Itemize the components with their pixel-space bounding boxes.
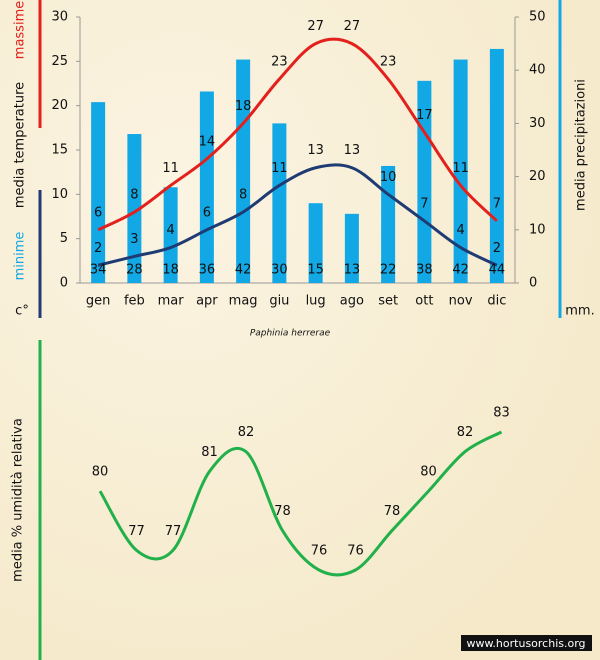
y2-tick-label: 40 [529,63,546,78]
y-tick-label: 0 [60,276,68,291]
x-tick-label: mag [229,294,258,309]
y-axis-label: media temperature [13,82,28,208]
data-label: 44 [489,263,506,278]
data-label: 77 [165,524,182,539]
x-tick-label: ago [340,294,364,309]
y-tick-label: 20 [51,98,68,113]
data-label: 23 [271,55,288,70]
y2-axis-unit: mm. [565,304,594,319]
data-label: 81 [201,445,218,460]
data-label: 38 [416,263,433,278]
x-tick-label: ott [415,294,433,309]
data-label: 6 [203,205,211,220]
data-label: 42 [235,263,252,278]
data-label: 2 [94,241,102,256]
bar [236,59,251,284]
bar [453,59,468,284]
footer: www.hortusorchis.org [466,637,585,650]
bar [91,102,106,284]
y-tick-label: 25 [51,54,68,69]
y-tick-label: 5 [60,231,68,246]
data-label: 28 [126,263,143,278]
data-label: 76 [311,544,328,559]
data-label: 83 [493,406,510,421]
data-label: 7 [493,196,501,211]
data-label: 2 [493,241,501,256]
data-label: 82 [238,425,255,440]
bar [199,91,214,283]
x-tick-label: lug [306,294,326,309]
data-label: 11 [162,161,179,176]
x-tick-label: dic [487,294,506,309]
line [98,430,503,577]
line [97,163,498,267]
y2-axis-label: media precipitazioni [574,79,589,211]
series-label: minime [13,232,28,281]
bar [344,213,359,283]
x-tick-label: feb [124,294,145,309]
y-tick-label: 10 [51,187,68,202]
y-axis-label: media % umidità relativa [11,418,26,582]
data-label: 10 [380,170,397,185]
data-label: 30 [271,263,288,278]
y2-tick-label: 0 [529,276,537,291]
series-label: massime [13,1,28,59]
data-label: 34 [90,263,107,278]
x-tick-label: giu [269,294,289,309]
data-label: 3 [130,232,138,247]
data-label: 78 [384,504,401,519]
bar [127,134,142,283]
data-label: 11 [452,161,469,176]
y-axis-unit: c° [15,304,29,319]
data-label: 8 [239,188,247,203]
data-label: 18 [235,99,252,114]
data-label: 80 [420,465,437,480]
data-label: 4 [456,223,464,238]
x-tick-label: set [378,294,398,309]
data-label: 15 [307,263,324,278]
data-label: 7 [420,196,428,211]
data-label: 78 [274,504,291,519]
y2-tick-label: 10 [529,222,546,237]
data-label: 6 [94,205,102,220]
data-label: 27 [344,19,361,34]
data-label: 13 [344,143,361,158]
data-label: 80 [92,465,109,480]
data-label: 18 [162,263,179,278]
x-tick-label: nov [449,294,473,309]
data-label: 8 [130,188,138,203]
line [97,37,498,232]
bar [489,48,504,283]
x-tick-label: gen [86,294,111,309]
data-label: 27 [307,19,324,34]
data-label: 17 [416,108,433,123]
bar [417,80,432,283]
y-tick-label: 30 [51,10,68,25]
y-tick-label: 15 [51,143,68,158]
data-label: 77 [128,524,145,539]
data-label: 23 [380,55,397,70]
data-label: 14 [199,134,216,149]
x-tick-label: mar [158,294,185,309]
footer-box [461,635,592,651]
data-label: 13 [307,143,324,158]
data-label: 36 [199,263,216,278]
data-label: 4 [166,223,174,238]
bar [308,203,323,283]
data-label: 76 [347,544,364,559]
data-label: 11 [271,161,288,176]
y2-tick-label: 20 [529,169,546,184]
x-tick-label: apr [196,294,218,309]
data-label: 13 [344,263,361,278]
data-label: 42 [452,263,469,278]
data-label: 22 [380,263,397,278]
data-label: 82 [457,425,474,440]
y2-tick-label: 50 [529,10,546,25]
bar [163,187,178,283]
y2-tick-label: 30 [529,116,546,131]
chart-title: Paphinia herrerae [250,329,331,339]
bar [272,123,287,284]
